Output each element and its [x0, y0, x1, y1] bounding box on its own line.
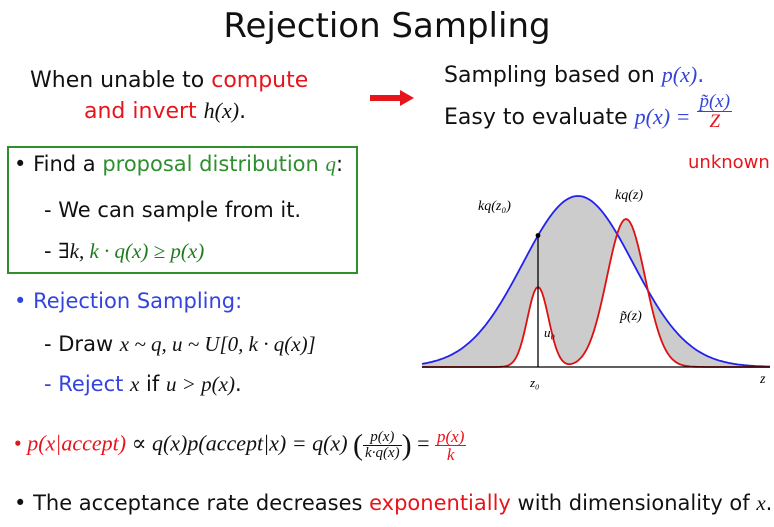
right-arrow-icon — [370, 90, 414, 106]
formula-fraction-1-num: p(x) — [370, 429, 395, 445]
sub-bullet-sample: - We can sample from it. — [44, 198, 302, 222]
condition-h-func: h(x) — [203, 98, 240, 123]
condition-compute: compute — [211, 68, 309, 93]
formula-fraction-1-den: k·q(x) — [363, 445, 402, 461]
label-kqz: kq(z) — [615, 188, 643, 203]
sampling-prefix: Sampling based on — [444, 63, 662, 88]
sub-bullet-reject: - Reject x if u > p(x). — [44, 372, 242, 396]
sub-bullet-draw: - Draw x ~ q, u ~ U[0, k · q(x)] — [44, 332, 316, 356]
acceptance-highlight: exponentially — [369, 491, 511, 515]
proposal-envelope-curve — [421, 195, 771, 368]
condition-and-invert: and invert — [84, 99, 204, 124]
evaluate-lhs: p(x) = — [634, 104, 691, 129]
label-kqz0: kq(z₀) — [478, 199, 511, 214]
bullet-proposal: • Find a proposal distribution q: — [14, 152, 344, 176]
bullet-rejection-text: Rejection Sampling: — [33, 289, 243, 313]
sub-bullet-bound: - ∃k, k · q(x) ≥ p(x) — [44, 239, 205, 263]
acceptance-x: x — [756, 491, 766, 515]
condition-line-2: and invert h(x). — [84, 98, 246, 124]
reject-if: if — [139, 372, 166, 396]
formula-fraction-1: p(x) k·q(x) — [363, 430, 402, 461]
sub-bullet-bound-math: k · q(x) ≥ p(x) — [89, 239, 205, 263]
bullet-proposal-prefix: Find a — [33, 152, 103, 176]
sampling-p-of-x: p(x) — [661, 62, 698, 87]
bullet-proposal-highlight: proposal distribution — [102, 152, 326, 176]
label-z: z — [759, 372, 766, 387]
label-u0: u₀ — [544, 325, 555, 340]
formula-lhs: p(x|accept) — [27, 430, 127, 456]
rejection-sampling-diagram: kq(z₀) kq(z) p̃(z) u₀ z₀ z — [421, 188, 771, 390]
condition-period: . — [239, 99, 247, 124]
acceptance-prefix: The acceptance rate decreases — [33, 491, 370, 515]
slide-title: Rejection Sampling — [223, 6, 551, 46]
sub-bullet-exists-k: ∃k, — [58, 239, 90, 263]
bullet-proposal-q: q — [325, 152, 337, 176]
reject-x: x — [130, 372, 140, 396]
draw-math: x ~ q, u ~ U[0, k · q(x)] — [119, 332, 316, 356]
evaluate-prefix: Easy to evaluate — [444, 105, 635, 130]
formula-fraction-2: p(x) k — [435, 427, 467, 463]
formula-mid: ∝ q(x)p(accept|x) = q(x) — [126, 430, 354, 456]
sub-bullet-sample-text: We can sample from it. — [58, 198, 302, 222]
rejection-region — [422, 196, 770, 367]
unknown-label: unknown — [688, 152, 770, 173]
fraction-denominator: Z — [697, 110, 733, 131]
sampling-period: . — [697, 63, 705, 88]
posterior-formula: • p(x|accept) ∝ q(x)p(accept|x) = q(x) (… — [14, 427, 467, 464]
sampling-line-2: Easy to evaluate p(x) = p̃(x) Z — [444, 92, 733, 131]
bullet-proposal-colon: : — [336, 152, 344, 176]
fraction-numerator: p̃(x) — [699, 90, 731, 112]
reject-condition: u > p(x) — [165, 372, 235, 396]
reject-word: Reject — [58, 372, 131, 396]
draw-prefix: Draw — [58, 332, 120, 356]
proposal-box — [7, 146, 358, 274]
condition-line-1: When unable to compute — [30, 68, 308, 93]
bullet-rejection: • Rejection Sampling: — [14, 289, 243, 313]
evaluate-fraction: p̃(x) Z — [697, 90, 733, 131]
acceptance-period: . — [765, 491, 773, 515]
formula-fraction-2-den: k — [435, 445, 467, 463]
label-ptilde: p̃(z) — [619, 309, 642, 324]
label-z0: z₀ — [529, 375, 540, 390]
bullet-acceptance: • The acceptance rate decreases exponent… — [14, 491, 773, 515]
formula-eq: = — [411, 430, 436, 456]
reject-period: . — [234, 372, 242, 396]
formula-fraction-2-num: p(x) — [437, 427, 465, 446]
sampling-line-1: Sampling based on p(x). — [444, 62, 704, 88]
acceptance-suffix: with dimensionality of — [510, 491, 757, 515]
envelope-point — [535, 233, 541, 238]
condition-prefix: When unable to — [30, 68, 212, 93]
